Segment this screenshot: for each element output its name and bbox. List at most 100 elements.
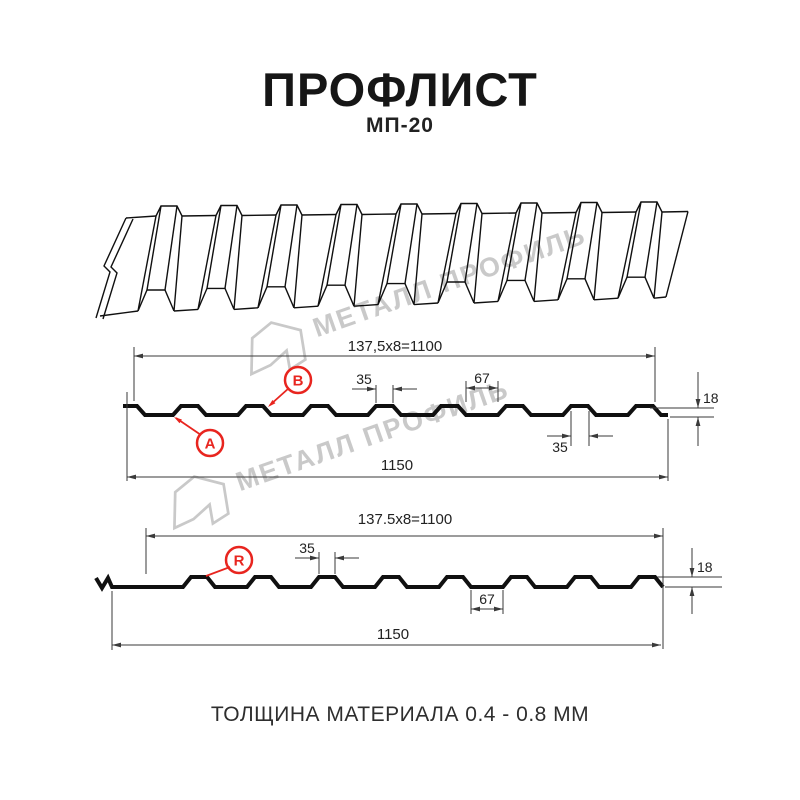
rib-crest-line [404,203,418,284]
marker-r-leader [205,566,231,577]
sheet-top-end [661,210,689,213]
pitch-dimension-top: 137,5x8=1100 [348,338,442,355]
rib-bottom-edge [497,279,535,302]
rib-bottom-edge [197,287,235,310]
dim-arrow [652,642,661,648]
sheet-top-lead [125,215,157,219]
rib-slope-line [593,212,603,300]
material-thickness-note: ТОЛЩИНА МАТЕРИАЛА 0.4 - 0.8 ММ [210,703,590,726]
dim-arrow [127,474,136,480]
rib-slope-line [557,212,577,300]
sheet-bottom-valley [353,303,379,307]
watermark-logo [250,321,307,377]
dim-arrow [489,385,498,391]
rib-top-edge [155,205,183,217]
profile-top-outline [123,404,668,417]
valley-width-dimension-top: 67 [474,370,490,386]
sheet-top-valley [181,214,217,217]
rib-slope-line [173,215,183,312]
dim-arrow [689,587,695,596]
rib-crest-line [284,204,298,287]
rib-crest-line [266,204,282,287]
profile-section-bottom: 137.5x8=1100 1150 35 67 18 R [94,511,722,650]
sheet-top-valley [541,211,577,214]
sheet-bottom-valley [533,299,559,303]
dim-arrow [335,555,344,561]
dim-arrow [562,433,571,439]
rib-bottom-edge [137,289,175,312]
page-subtitle: МП-20 [366,114,434,137]
dim-arrow [471,606,480,612]
rib-slope-line [353,214,363,307]
profile-bottom-outline [94,573,665,592]
rib-slope-line [317,214,337,307]
dim-arrow [174,417,182,424]
rib-slope-line [197,215,217,310]
rib-slope-line [137,215,157,312]
rib-top-edge [575,201,603,213]
rib-crest-line [326,204,342,286]
watermark-text: МЕТАЛЛ ПРОФИЛЬ [232,374,513,497]
marker-r-circle [224,545,254,575]
marker-a-letter: A [205,436,216,453]
sheet-top-valley [241,214,277,217]
marker-b-circle [283,365,313,395]
rib-crest-line [644,201,658,278]
dim-arrow [466,385,475,391]
rib-crest-line [524,202,538,281]
sheet-bottom-valley [233,307,259,311]
crest-width-dimension-bottom: 35 [299,540,315,556]
rib-slope-line [617,211,637,299]
rib-bottom-edge [437,281,475,304]
rib-crest-line [584,202,598,279]
rib-top-edge [635,201,663,213]
dim-arrow [310,555,319,561]
crest-width-dimension-top: 35 [356,371,372,387]
sheet-left-edge-inner [102,218,134,320]
height-dimension-bottom: 18 [697,559,713,575]
profile-section-top: 137,5x8=1100 1150 35 67 18 35 A B [123,338,719,481]
rib-crest-line [626,201,642,278]
sheet-top-valley [421,212,457,215]
dim-arrow [659,474,668,480]
pitch-dimension-bottom: 137.5x8=1100 [358,511,452,528]
rib-crest-line [206,205,222,289]
valley-width-dimension-bottom: 67 [479,591,495,607]
rib-slope-line [437,213,457,304]
dim-arrow [367,386,376,392]
sheet-bottom-valley [413,302,439,306]
rib-top-edge [275,204,303,216]
marker-b-letter: B [293,373,304,390]
height-dimension-top: 18 [703,390,719,406]
dim-arrow [134,353,143,359]
dim-arrow [689,568,695,577]
dim-arrow [654,533,663,539]
dim-arrow [646,353,655,359]
marker-r-letter: R [234,553,245,570]
sheet-right-edge [665,211,689,298]
rib-slope-line [653,211,663,299]
rib-bottom-edge [557,278,595,301]
sheet-bottom-lead [99,310,139,317]
rib-crest-line [344,204,358,286]
rib-crest-line [566,202,582,279]
rib-top-edge [215,204,243,216]
sheet-bottom-end [653,296,667,299]
rib-crest-line [224,205,238,289]
sheet-bottom-valley [293,305,319,309]
rib-slope-line [413,213,423,305]
dim-arrow [393,386,402,392]
sheet-bottom-valley [473,300,499,304]
rib-slope-line [497,212,517,302]
rib-top-edge [515,202,543,214]
dim-arrow [494,606,503,612]
sheet-top-valley [301,213,337,216]
overall-width-dimension-top: 1150 [381,457,413,474]
rib-crest-line [446,203,462,283]
page-title: ПРОФЛИСТ [262,63,538,116]
rib-bottom-edge [317,284,355,307]
sheet-bottom-valley [593,297,619,301]
rib-crest-line [146,205,162,291]
